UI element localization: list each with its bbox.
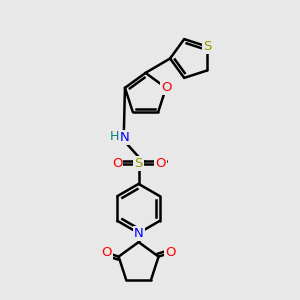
Text: O: O <box>101 246 112 259</box>
Text: O: O <box>155 157 166 170</box>
Text: O: O <box>165 246 176 259</box>
Text: O: O <box>161 81 171 94</box>
Text: S: S <box>134 157 143 170</box>
Text: O: O <box>112 157 122 170</box>
Text: S: S <box>203 40 211 53</box>
Text: H: H <box>110 130 120 143</box>
Text: N: N <box>120 130 130 144</box>
Text: N: N <box>134 226 143 240</box>
